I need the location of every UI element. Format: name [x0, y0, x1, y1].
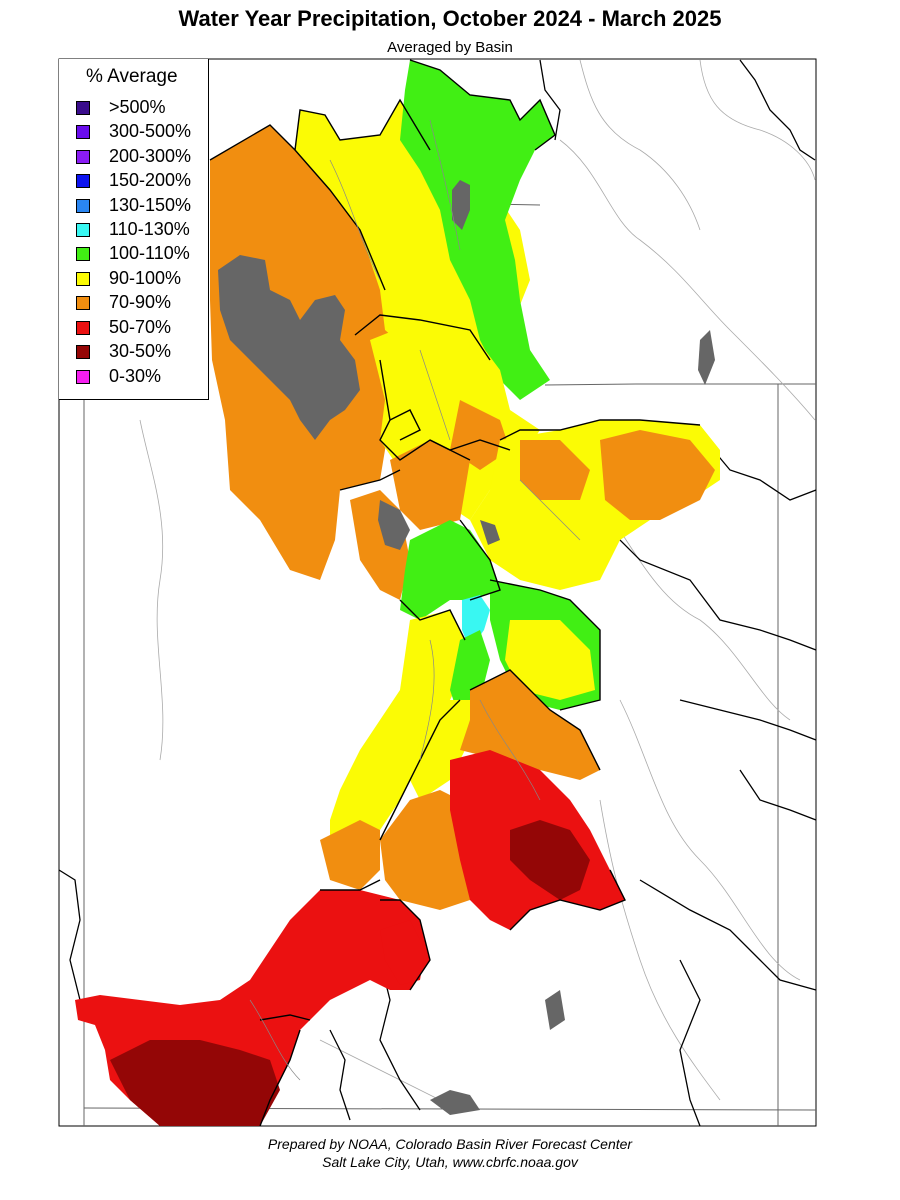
rivers — [249, 119, 581, 1081]
legend-swatch — [76, 272, 90, 286]
legend-label: 0-30% — [109, 366, 162, 386]
legend-label: 130-150% — [109, 195, 192, 215]
basin-fill — [75, 60, 720, 1126]
legend-label: 100-110% — [109, 243, 190, 263]
legend-label: 70-90% — [109, 292, 172, 312]
legend-swatch — [76, 296, 90, 310]
outer-basin-lines — [139, 59, 816, 1101]
legend-swatch — [76, 321, 90, 335]
legend: % Average >500% 300-500% 200-300% 150-20… — [59, 59, 209, 400]
legend-swatch — [76, 125, 90, 139]
legend-label: 90-100% — [109, 268, 182, 288]
map-subtitle: Averaged by Basin — [387, 39, 513, 56]
legend-label: 110-130% — [109, 219, 190, 239]
legend-swatch — [76, 370, 90, 384]
legend-swatch — [76, 150, 90, 164]
footer-location: Salt Lake City, Utah, www.cbrfc.noaa.gov — [322, 1154, 578, 1170]
map-title: Water Year Precipitation, October 2024 -… — [178, 6, 722, 31]
legend-swatch — [76, 247, 90, 261]
legend-swatch — [76, 199, 90, 213]
legend-label: 300-500% — [109, 121, 192, 141]
legend-swatch — [76, 101, 90, 115]
legend-label: 30-50% — [109, 341, 172, 361]
legend-label: 50-70% — [109, 317, 172, 337]
legend-swatch — [76, 345, 90, 359]
legend-label: >500% — [109, 97, 166, 117]
legend-label: 200-300% — [109, 146, 192, 166]
legend-title: % Average — [86, 66, 178, 87]
no-data-areas — [218, 180, 715, 1115]
legend-label: 150-200% — [109, 170, 192, 190]
legend-swatch — [76, 223, 90, 237]
footer-credit: Prepared by NOAA, Colorado Basin River F… — [267, 1136, 633, 1152]
legend-swatch — [76, 174, 90, 188]
